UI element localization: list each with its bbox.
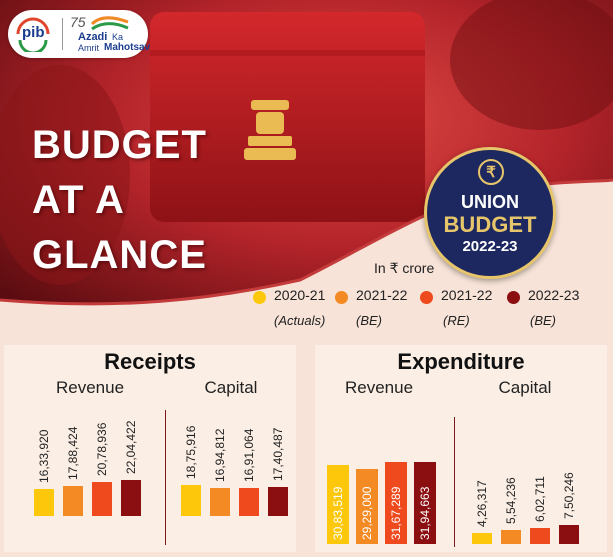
receipts-title: Receipts <box>104 349 196 374</box>
receipts-capital-value-label: 16,91,064 <box>242 428 256 483</box>
receipts-revenue-bar <box>121 479 141 516</box>
flag-swoosh-icon <box>90 16 129 31</box>
legend-status: (Actuals) <box>274 313 326 328</box>
expenditure-capital-bar <box>472 533 492 544</box>
receipts-capital-value-label: 18,75,916 <box>184 425 198 479</box>
receipts-revenue-value-label: 17,88,424 <box>66 427 80 481</box>
receipts-revenue-value-label: 22,04,422 <box>124 420 138 474</box>
unit-note: In ₹ crore <box>374 260 435 276</box>
pib-logo-text: pib <box>22 24 45 41</box>
headline-line-2: AT A <box>32 178 125 222</box>
rupee-coin-icon: ₹ <box>478 159 504 185</box>
legend-swatch <box>507 291 520 304</box>
azadi-logo: 75 Azadi Ka Amrit Mahotsav <box>70 14 150 54</box>
receipts-panel: Receipts Revenue Capital 16,33,920 17,88,… <box>4 345 296 552</box>
mahotsav-text: Mahotsav <box>104 42 151 53</box>
receipts-revenue-label: Revenue <box>55 378 125 397</box>
receipts-revenue-bar <box>63 486 83 516</box>
receipts-capital-value-label: 17,40,487 <box>271 427 285 482</box>
expenditure-revenue-label: Revenue <box>344 378 414 397</box>
hero-banner: pib 75 Azadi Ka Amrit Mahotsav BUDGET AT… <box>0 0 613 340</box>
legend-status: (RE) <box>443 313 470 328</box>
rupee-symbol: ₹ <box>486 164 496 181</box>
logo-pill: pib 75 Azadi Ka Amrit Mahotsav <box>8 10 150 58</box>
azadi-number: 75 <box>70 14 86 30</box>
receipts-revenue-bar <box>34 489 54 516</box>
expenditure-divider <box>454 417 455 547</box>
legend-swatch <box>420 291 433 304</box>
receipts-revenue-bar <box>92 481 112 516</box>
expenditure-revenue-value-label: 31,67,289 <box>389 486 403 540</box>
headline-line-3: GLANCE <box>32 233 207 277</box>
expenditure-capital-bar <box>501 529 521 544</box>
budget-briefcase <box>150 12 425 222</box>
expenditure-capital-value-label: 7,50,246 <box>562 471 576 519</box>
legend-year: 2022-23 <box>528 287 580 303</box>
receipts-capital-bar <box>239 488 259 516</box>
receipts-revenue-value-label: 16,33,920 <box>37 429 51 483</box>
badge-year: 2022-23 <box>462 238 518 255</box>
expenditure-revenue-bar <box>414 461 436 544</box>
expenditure-title: Expenditure <box>397 349 525 374</box>
legend-status: (BE) <box>530 313 556 328</box>
union-budget-badge: ₹ UNION BUDGET 2022-23 <box>424 147 556 279</box>
expenditure-capital-bar <box>530 528 550 544</box>
badge-union: UNION <box>461 192 519 212</box>
legend-year: 2020-21 <box>274 287 326 303</box>
badge-budget: BUDGET <box>443 212 537 237</box>
expenditure-panel: Expenditure Revenue Capital 30,83,519 29,… <box>315 345 607 552</box>
expenditure-capital-value-label: 5,54,236 <box>504 477 518 524</box>
receipts-capital-bar <box>210 487 230 516</box>
expenditure-revenue-bar <box>385 462 407 544</box>
receipts-revenue-value-label: 20,78,936 <box>95 422 109 476</box>
legend-swatch <box>253 291 266 304</box>
legend-year: 2021-22 <box>441 287 493 303</box>
national-emblem-icon <box>244 100 296 160</box>
expenditure-revenue-value-label: 30,83,519 <box>331 486 345 540</box>
receipts-divider <box>165 410 166 545</box>
expenditure-capital-value-label: 4,26,317 <box>475 480 489 528</box>
receipts-capital-bar <box>181 485 201 516</box>
pib-logo: pib <box>14 16 52 55</box>
receipts-chart: 16,33,920 17,88,424 20,78,936 22,04,422 18,7… <box>4 345 296 552</box>
azadi-ka-text: Ka <box>112 32 124 42</box>
legend-status: (BE) <box>356 313 382 328</box>
azadi-text: Azadi <box>78 31 108 43</box>
receipts-capital-bar <box>268 487 288 516</box>
expenditure-capital-bar <box>559 524 579 544</box>
headline-line-1: BUDGET <box>32 123 207 167</box>
legend-year: 2021-22 <box>356 287 408 303</box>
amrit-text: Amrit <box>78 43 99 53</box>
expenditure-revenue-bar <box>356 468 378 544</box>
expenditure-chart: 30,83,519 29,29,000 31,67,289 31,94,663 4,26… <box>315 345 607 552</box>
expenditure-revenue-bar <box>327 464 349 544</box>
logo-separator <box>62 18 63 50</box>
expenditure-capital-value-label: 6,02,711 <box>533 476 547 523</box>
receipts-capital-value-label: 16,94,812 <box>213 428 227 482</box>
expenditure-revenue-value-label: 31,94,663 <box>418 486 432 540</box>
receipts-capital-label: Capital <box>204 378 258 397</box>
expenditure-revenue-value-label: 29,29,000 <box>360 486 374 540</box>
expenditure-capital-label: Capital <box>498 378 552 397</box>
legend-swatch <box>335 291 348 304</box>
